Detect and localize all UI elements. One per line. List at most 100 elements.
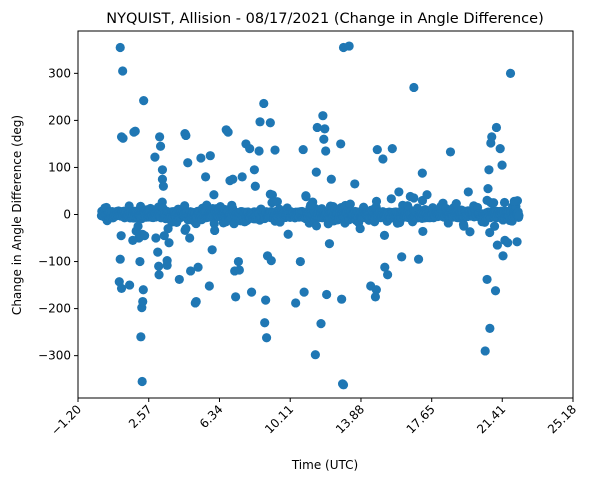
data-point: [505, 68, 516, 78]
x-tick-label: 10.11: [262, 402, 296, 436]
data-point: [139, 96, 149, 106]
data-point: [115, 254, 125, 264]
data-point: [181, 224, 191, 234]
y-axis: −300 −200 −100 0 100 200 300: [38, 66, 78, 363]
data-point: [249, 165, 259, 175]
data-point: [383, 270, 393, 280]
data-point: [265, 118, 275, 128]
data-point: [498, 251, 508, 261]
data-point: [154, 270, 164, 280]
data-point: [378, 154, 388, 164]
data-point: [138, 285, 148, 295]
data-point: [151, 233, 161, 243]
data-point: [485, 227, 495, 238]
data-point: [350, 179, 360, 189]
data-point: [322, 289, 332, 300]
data-point: [316, 319, 326, 329]
data-point: [311, 167, 321, 177]
data-point: [193, 262, 203, 272]
data-point: [397, 252, 407, 262]
data-point: [386, 194, 396, 204]
data-point: [157, 174, 168, 184]
data-point: [319, 134, 329, 144]
data-point: [265, 189, 275, 199]
data-point: [158, 181, 168, 191]
data-point: [201, 172, 211, 182]
data-point: [205, 151, 215, 161]
data-point: [136, 332, 146, 342]
data-point: [233, 256, 244, 267]
data-point: [495, 144, 505, 154]
x-tick-label: 17.65: [404, 402, 438, 436]
data-point: [118, 133, 128, 143]
data-point: [485, 323, 495, 333]
data-point: [499, 197, 510, 208]
data-point: [337, 294, 347, 304]
data-point: [379, 230, 390, 241]
data-point: [181, 130, 191, 141]
data-point: [463, 187, 473, 197]
data-point: [355, 223, 365, 234]
data-point: [260, 318, 270, 328]
data-point: [312, 122, 322, 133]
data-point: [320, 124, 330, 134]
data-point: [154, 261, 164, 271]
data-point: [418, 226, 428, 237]
data-point: [155, 141, 166, 151]
data-point: [291, 298, 301, 308]
data-point: [338, 380, 349, 390]
data-point: [228, 174, 238, 184]
y-tick-label: 100: [48, 160, 71, 174]
data-point: [417, 168, 427, 178]
data-point: [272, 197, 282, 207]
x-axis-title: Time (UTC): [291, 458, 358, 472]
data-point: [394, 187, 404, 197]
data-point: [116, 283, 127, 293]
data-point: [164, 238, 174, 248]
data-point: [310, 350, 320, 360]
x-tick-label: 13.88: [333, 402, 367, 436]
data-point: [298, 144, 308, 155]
data-point: [196, 153, 206, 163]
data-point: [250, 181, 260, 191]
data-point: [261, 295, 271, 305]
data-point: [422, 190, 432, 200]
data-point: [163, 224, 173, 234]
data-point: [295, 256, 305, 267]
x-tick-label: 25.18: [545, 402, 579, 436]
data-point: [231, 292, 241, 302]
data-point: [387, 144, 397, 154]
y-tick-label: 300: [48, 66, 71, 80]
data-point: [371, 196, 382, 206]
data-point: [261, 333, 272, 343]
data-point: [270, 145, 280, 155]
data-point: [159, 231, 169, 241]
data-point: [486, 138, 496, 148]
data-point: [445, 147, 456, 157]
data-points: [96, 41, 524, 390]
data-point: [153, 247, 163, 257]
data-point: [409, 193, 419, 203]
data-point: [480, 346, 490, 356]
data-point: [283, 229, 293, 239]
data-point: [155, 132, 165, 142]
data-point: [503, 238, 513, 248]
data-point: [345, 199, 355, 209]
data-point: [482, 274, 492, 285]
data-point: [125, 280, 135, 290]
y-tick-label: 0: [63, 208, 71, 222]
data-point: [162, 256, 172, 266]
data-point: [344, 41, 354, 51]
data-point: [209, 219, 219, 229]
data-point: [301, 192, 311, 202]
x-tick-label: 2.57: [126, 402, 155, 431]
data-point: [371, 285, 381, 295]
data-point: [409, 82, 419, 93]
data-point: [207, 245, 217, 255]
data-point: [135, 256, 145, 267]
x-tick-label: 6.34: [197, 402, 226, 431]
data-point: [254, 146, 264, 156]
y-tick-label: −100: [38, 255, 71, 269]
data-point: [413, 254, 424, 264]
